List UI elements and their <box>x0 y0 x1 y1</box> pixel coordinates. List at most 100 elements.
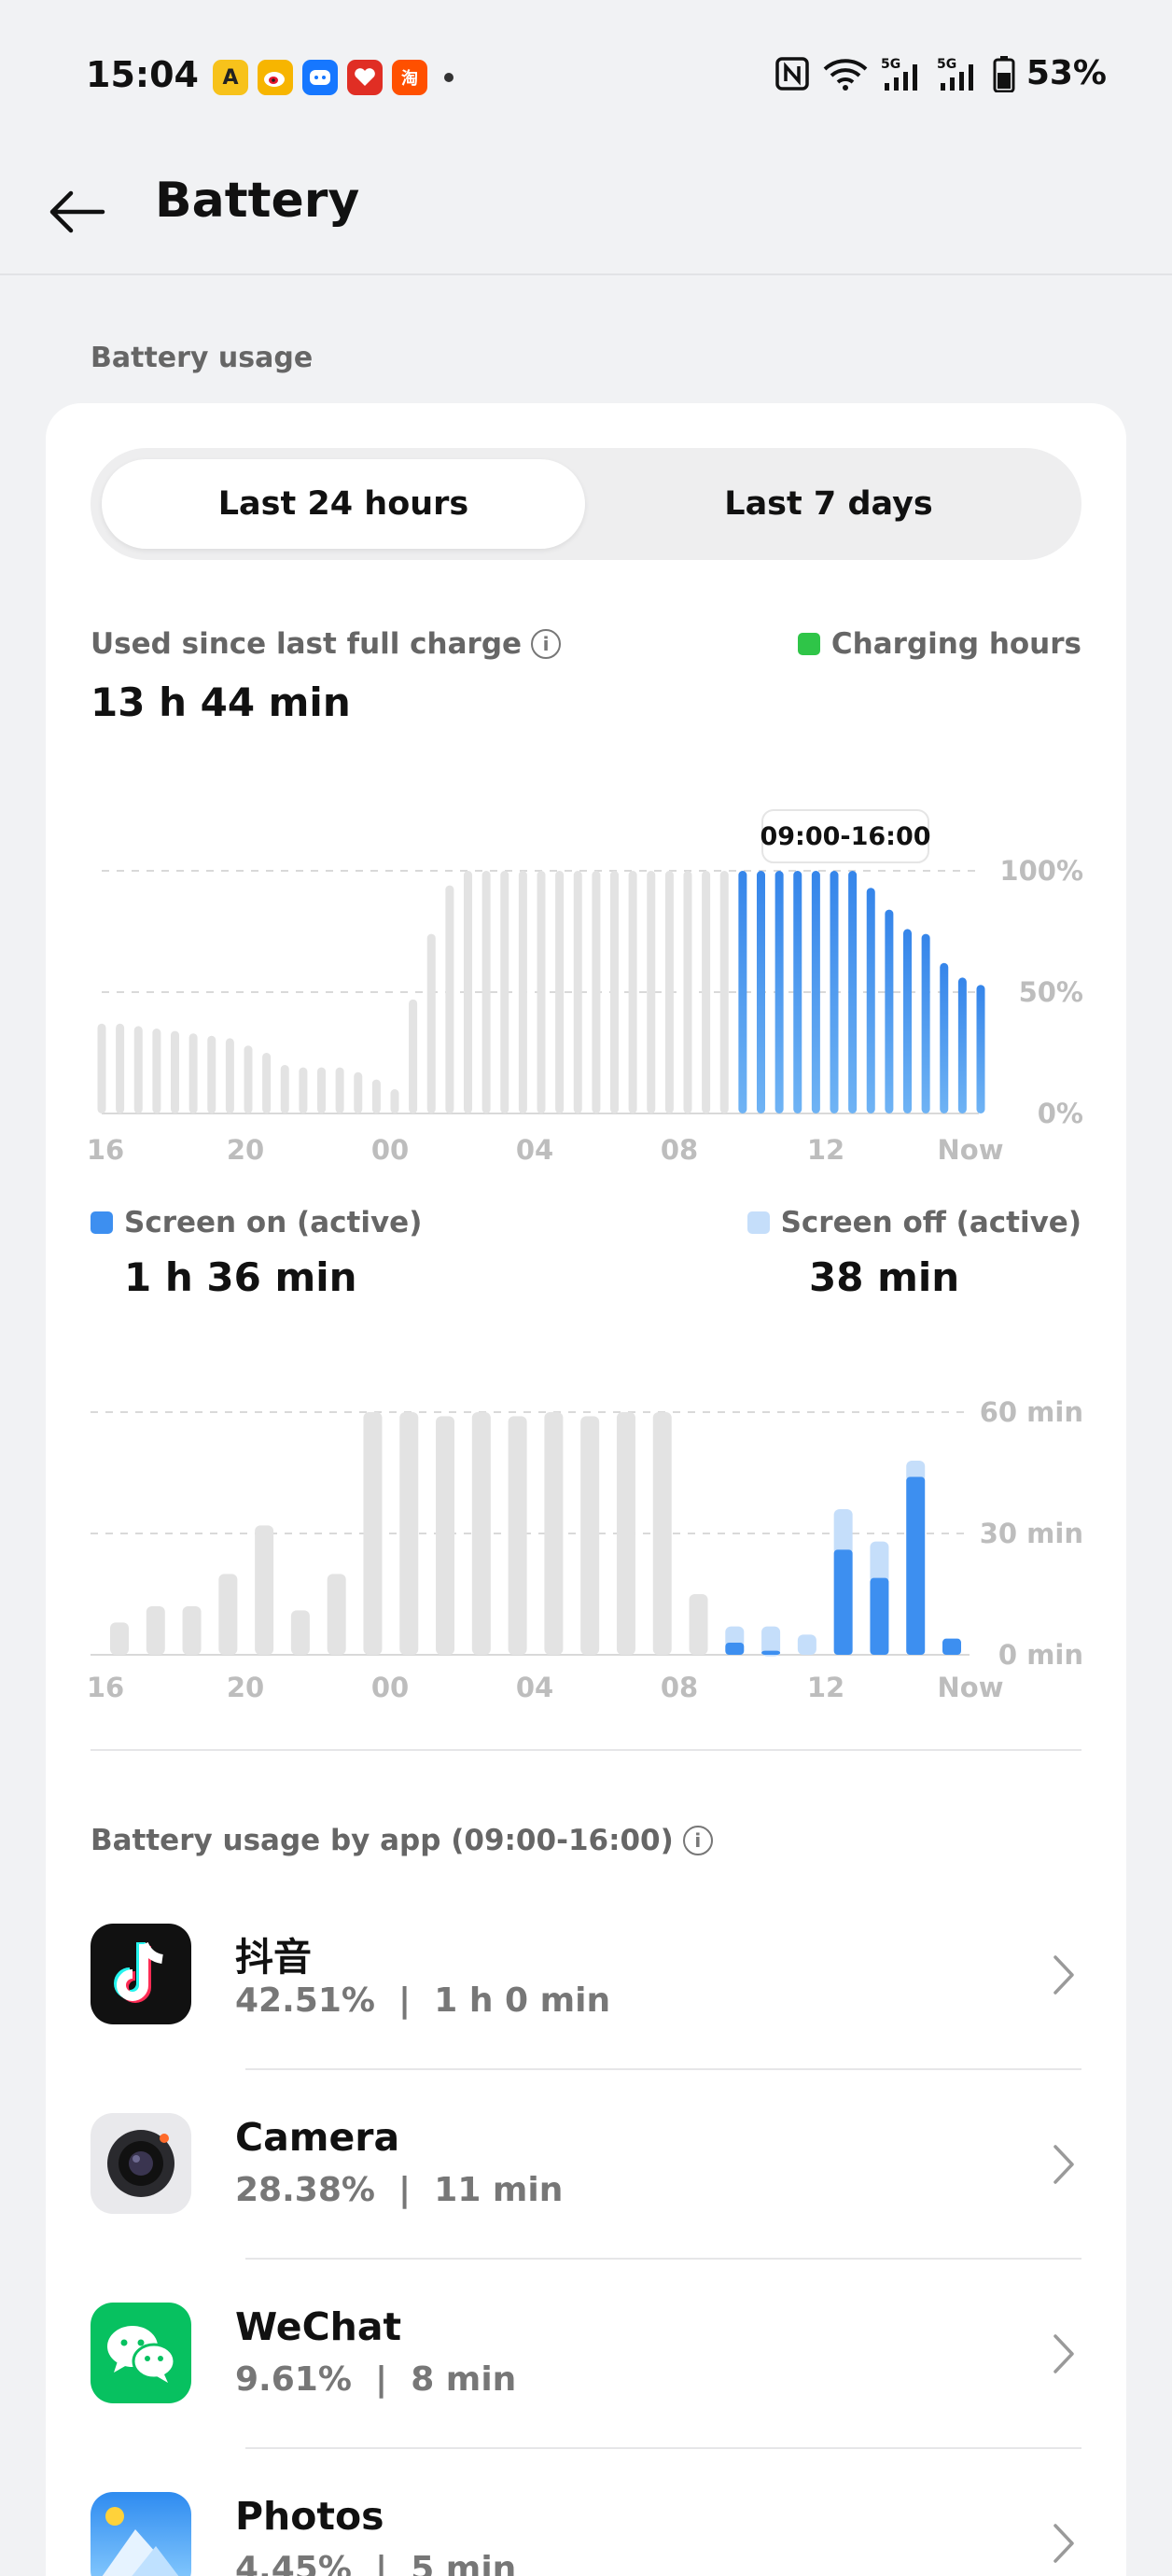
screen-time-chart[interactable]: 16 20 00 04 08 12 Now 60 min 30 min 0 min <box>46 1355 1126 1710</box>
tab-last-24-hours[interactable]: Last 24 hours <box>102 459 585 549</box>
x-tick-label: 04 <box>516 1672 553 1703</box>
x-tick-label: 08 <box>661 1672 698 1703</box>
chevron-right-icon <box>1053 1955 1074 1995</box>
list-item-photos[interactable]: Photos 4.45% | 5 min <box>46 2449 1126 2576</box>
list-item-camera[interactable]: Camera 28.38% | 11 min <box>46 2070 1126 2260</box>
battery-level-bar <box>719 871 729 1113</box>
battery-usage-section-label: Battery usage <box>91 342 314 374</box>
screen-on-bar <box>725 1643 745 1655</box>
tab-last-7-days[interactable]: Last 7 days <box>724 485 933 523</box>
x-tick-label: 12 <box>807 1672 844 1703</box>
separator: | <box>398 2171 412 2209</box>
battery-level-bar <box>244 1045 253 1113</box>
battery-level-bar <box>757 871 765 1113</box>
used-since-full-charge-value: 13 h 44 min <box>91 679 351 725</box>
app-percent: 42.51% <box>235 1981 375 2020</box>
wifi-icon <box>823 58 868 91</box>
y-tick-label: 0% <box>1038 1098 1083 1129</box>
app-usage-label: Battery usage by app (09:00-16:00) i <box>91 1824 713 1857</box>
chevron-right-icon <box>1053 2334 1074 2373</box>
screen-off-bar <box>363 1412 383 1655</box>
screen-off-bar <box>399 1412 419 1655</box>
battery-level-bar <box>390 1089 399 1113</box>
app-time: 8 min <box>411 2360 517 2399</box>
screen-off-swatch <box>746 1211 770 1234</box>
app-time: 1 h 0 min <box>434 1981 611 2020</box>
svg-text:5G: 5G <box>881 57 900 72</box>
battery-level-bar <box>280 1065 289 1113</box>
app-name: WeChat <box>235 2304 402 2349</box>
screen-off-bar <box>870 1541 889 1584</box>
list-item-wechat[interactable]: WeChat 9.61% | 8 min <box>46 2260 1126 2449</box>
battery-level-bar <box>647 871 656 1113</box>
charging-hours-legend: Charging hours <box>797 627 1081 661</box>
app-usage-info-icon[interactable]: i <box>682 1826 713 1855</box>
battery-level-bar <box>702 871 711 1113</box>
screen-on-swatch <box>91 1211 113 1234</box>
app-usage-detail: 4.45% | 5 min <box>235 2550 516 2576</box>
battery-level-bar <box>885 909 894 1113</box>
screen-off-bar <box>689 1594 708 1655</box>
screen-off-bar <box>327 1574 346 1655</box>
charging-legend-label: Charging hours <box>830 627 1081 661</box>
screen-off-bar <box>616 1412 635 1655</box>
used-since-full-charge-text: Used since last full charge <box>91 627 523 661</box>
chevron-right-icon <box>1053 2145 1074 2184</box>
battery-percent: 53% <box>1026 54 1107 92</box>
back-button[interactable] <box>43 178 110 245</box>
battery-level-bar <box>555 871 565 1113</box>
separator: | <box>398 1981 412 2020</box>
screen-off-bar <box>797 1634 816 1655</box>
screen-off-bar <box>761 1626 781 1657</box>
row-divider <box>245 2068 1081 2070</box>
y-tick-label: 0 min <box>998 1639 1083 1671</box>
screen-off-bar <box>580 1416 600 1655</box>
app-name: 抖音 <box>235 1935 312 1980</box>
list-item-douyin[interactable]: 抖音 42.51% | 1 h 0 min <box>46 1881 1126 2070</box>
app-percent: 28.38% <box>235 2171 375 2209</box>
screen-off-bar <box>544 1412 564 1655</box>
battery-icon <box>993 55 1015 92</box>
battery-level-bar <box>481 871 491 1113</box>
screen-off-label: Screen off (active) <box>780 1206 1081 1239</box>
info-icon[interactable]: i <box>531 629 562 659</box>
screen-off-bar <box>652 1412 672 1655</box>
battery-level-bar <box>97 1023 106 1113</box>
used-since-full-charge-label: Used since last full charge i <box>91 627 562 661</box>
section-divider <box>91 1749 1081 1751</box>
battery-level-bar <box>610 871 619 1113</box>
status-time: 15:04 <box>86 54 199 95</box>
screen-off-bar <box>508 1416 527 1655</box>
alipay-icon <box>302 60 338 95</box>
battery-usage-card: Last 24 hours Last 7 days Used since las… <box>46 403 1126 2576</box>
battery-level-bar <box>262 1053 272 1113</box>
battery-level-bar <box>152 1029 161 1113</box>
meituan-icon: A <box>213 60 248 95</box>
battery-level-bar <box>537 871 546 1113</box>
pinduoduo-icon <box>347 60 383 95</box>
screen-on-bar <box>833 1549 853 1655</box>
battery-level-chart[interactable]: 16 20 00 04 08 12 Now 100% 50% 0% 09:00-16:00 <box>46 739 1126 1169</box>
screen-off-legend: Screen off (active) <box>746 1206 1081 1239</box>
x-tick-label: 04 <box>516 1134 553 1166</box>
more-notifications-dot <box>444 73 453 82</box>
app-usage-detail: 9.61% | 8 min <box>235 2360 516 2399</box>
app-name: Photos <box>235 2494 384 2539</box>
battery-level-bar <box>793 871 802 1113</box>
x-tick-label: 00 <box>371 1672 409 1703</box>
battery-level-bar <box>354 1071 363 1113</box>
screen-on-bar <box>761 1650 781 1655</box>
signal-5g-icon-1: 5G <box>881 57 917 91</box>
weibo-icon <box>258 60 293 95</box>
back-arrow-icon <box>49 190 105 233</box>
battery-level-bar <box>335 1067 344 1113</box>
douyin-icon <box>91 1924 191 2024</box>
x-tick-label: 16 <box>87 1672 124 1703</box>
battery-level-bar <box>299 1067 308 1113</box>
battery-level-bar <box>317 1067 326 1113</box>
battery-level-bar <box>464 871 472 1113</box>
battery-level-bar <box>371 1079 381 1113</box>
battery-level-bar <box>573 871 582 1113</box>
row-divider <box>245 2447 1081 2449</box>
screen-on-legend: Screen on (active) <box>91 1206 422 1239</box>
